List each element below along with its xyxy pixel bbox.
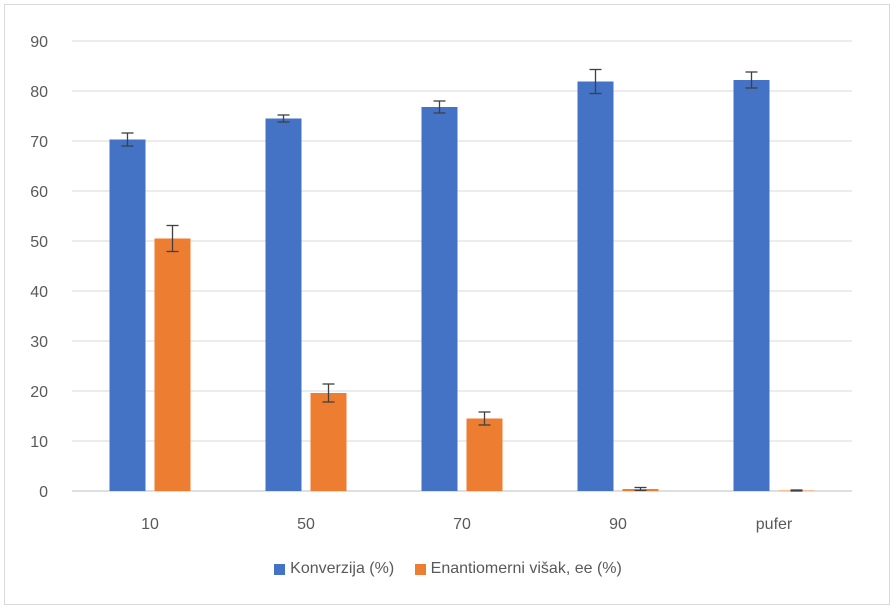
bar: [733, 80, 770, 491]
bar: [577, 81, 614, 491]
y-tick-label: 50: [30, 234, 48, 251]
bars: [109, 80, 815, 491]
y-tick-label: 20: [30, 384, 48, 401]
y-tick-label: 40: [30, 284, 48, 301]
bar: [109, 139, 146, 491]
y-tick-label: 60: [30, 184, 48, 201]
legend-label-ee: Enantiomerni višak, ee (%): [430, 560, 622, 577]
bar: [421, 107, 458, 491]
bar: [310, 393, 347, 491]
bar-chart: 0 10 20 30 40 50 60 70 80 90 10 50 70 90 pufer: [30, 34, 852, 533]
y-tick-label: 30: [30, 334, 48, 351]
bar: [154, 238, 191, 491]
bar: [265, 118, 302, 491]
y-tick-label: 10: [30, 434, 48, 451]
gridlines: [72, 40, 852, 492]
x-tick-label: 10: [141, 516, 159, 533]
x-tick-label: 70: [453, 516, 471, 533]
legend-swatch-ee: [414, 563, 426, 575]
x-axis: 10 50 70 90 pufer: [141, 516, 793, 533]
y-tick-label: 70: [30, 134, 48, 151]
legend-item-ee: Enantiomerni višak, ee (%): [414, 560, 622, 578]
legend-label-conversion: Konverzija (%): [290, 560, 395, 577]
error-bars: [121, 68, 803, 492]
y-tick-label: 80: [30, 84, 48, 101]
y-tick-label: 90: [30, 34, 48, 51]
legend-item-conversion: Konverzija (%): [274, 560, 394, 578]
y-axis: 0 10 20 30 40 50 60 70 80 90: [30, 34, 48, 501]
legend: Konverzija (%) Enantiomerni višak, ee (%…: [0, 560, 896, 580]
legend-swatch-conversion: [274, 563, 286, 575]
x-tick-label: pufer: [756, 516, 793, 533]
x-tick-label: 90: [609, 516, 627, 533]
bar: [466, 418, 503, 491]
x-tick-label: 50: [297, 516, 315, 533]
y-tick-label: 0: [39, 484, 48, 501]
